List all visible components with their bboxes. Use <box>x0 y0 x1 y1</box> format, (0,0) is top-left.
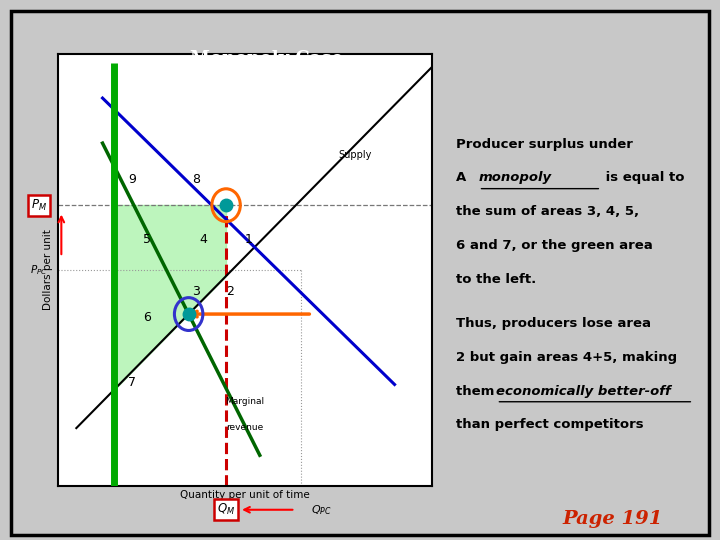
X-axis label: Quantity per unit of time: Quantity per unit of time <box>180 490 310 500</box>
Text: 9: 9 <box>129 173 136 186</box>
Text: Supply: Supply <box>338 150 372 160</box>
Text: revenue: revenue <box>226 423 264 432</box>
Text: 8: 8 <box>192 173 200 186</box>
Text: 2 but gain areas 4+5, making: 2 but gain areas 4+5, making <box>456 350 677 364</box>
Y-axis label: Dollars per unit: Dollars per unit <box>43 230 53 310</box>
Text: 5: 5 <box>143 233 151 246</box>
Text: monopoly: monopoly <box>479 171 552 185</box>
Text: the sum of areas 3, 4, 5,: the sum of areas 3, 4, 5, <box>456 205 639 218</box>
Text: them: them <box>456 384 498 397</box>
Text: than perfect competitors: than perfect competitors <box>456 418 643 431</box>
Text: $Q_M$: $Q_M$ <box>217 502 235 517</box>
Text: economically better-off: economically better-off <box>497 384 671 397</box>
Text: $P_{PC}$: $P_{PC}$ <box>30 263 48 277</box>
Text: Monopoly Case: Monopoly Case <box>190 50 343 68</box>
Text: 4: 4 <box>199 233 207 246</box>
Text: 7: 7 <box>128 376 137 389</box>
Text: A: A <box>456 171 470 185</box>
Text: Producer surplus under: Producer surplus under <box>456 138 632 151</box>
Polygon shape <box>114 205 226 390</box>
Text: 2: 2 <box>226 285 234 298</box>
Text: 3: 3 <box>192 285 200 298</box>
Text: Thus, producers lose area: Thus, producers lose area <box>456 317 651 330</box>
Text: is equal to: is equal to <box>601 171 685 185</box>
Text: 6: 6 <box>143 311 151 324</box>
Text: Marginal: Marginal <box>225 397 264 406</box>
Text: to the left.: to the left. <box>456 273 536 286</box>
Text: $P_M$: $P_M$ <box>31 198 47 213</box>
Text: 6 and 7, or the green area: 6 and 7, or the green area <box>456 239 652 252</box>
Text: $Q_{PC}$: $Q_{PC}$ <box>311 503 332 517</box>
Text: Page 191: Page 191 <box>562 510 662 528</box>
Text: 1: 1 <box>245 233 253 246</box>
